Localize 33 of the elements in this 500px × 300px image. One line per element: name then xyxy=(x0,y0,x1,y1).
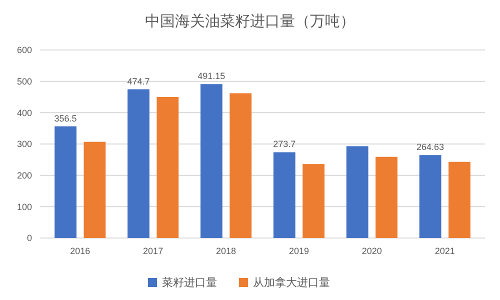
x-tick-label: 2019 xyxy=(288,246,309,256)
bar xyxy=(156,97,179,238)
bar xyxy=(376,156,398,238)
bar xyxy=(200,84,222,238)
x-tick-label: 2021 xyxy=(434,246,455,256)
y-tick-label: 0 xyxy=(26,233,32,244)
chart-title: 中国海关油菜籽进口量（万吨） xyxy=(145,13,355,30)
data-label: 474.7 xyxy=(127,76,150,86)
y-tick-label: 300 xyxy=(16,139,32,150)
y-tick-label: 100 xyxy=(16,202,32,212)
bar xyxy=(230,93,252,238)
bar xyxy=(273,152,296,238)
data-label: 491.15 xyxy=(198,71,226,82)
x-tick-label: 2018 xyxy=(216,246,236,256)
bar xyxy=(448,162,470,238)
y-tick-label: 200 xyxy=(16,170,32,180)
data-label: 264.63 xyxy=(416,142,444,152)
bar xyxy=(54,126,76,238)
legend-label: 菜籽进口量 xyxy=(162,276,217,289)
y-tick-label: 600 xyxy=(16,45,32,56)
y-tick-label: 500 xyxy=(16,76,32,86)
bar xyxy=(346,146,368,238)
x-tick-label: 2017 xyxy=(143,246,164,256)
bar xyxy=(84,142,106,238)
bar xyxy=(128,89,150,238)
legend-label: 从加拿大进口量 xyxy=(253,276,330,289)
data-label: 273.7 xyxy=(273,139,296,150)
x-tick-label: 2016 xyxy=(70,246,90,256)
x-tick-label: 2020 xyxy=(362,246,382,256)
data-label: 356.5 xyxy=(54,113,77,124)
bar xyxy=(419,155,442,238)
y-tick-label: 400 xyxy=(16,108,32,118)
bar xyxy=(302,164,325,238)
